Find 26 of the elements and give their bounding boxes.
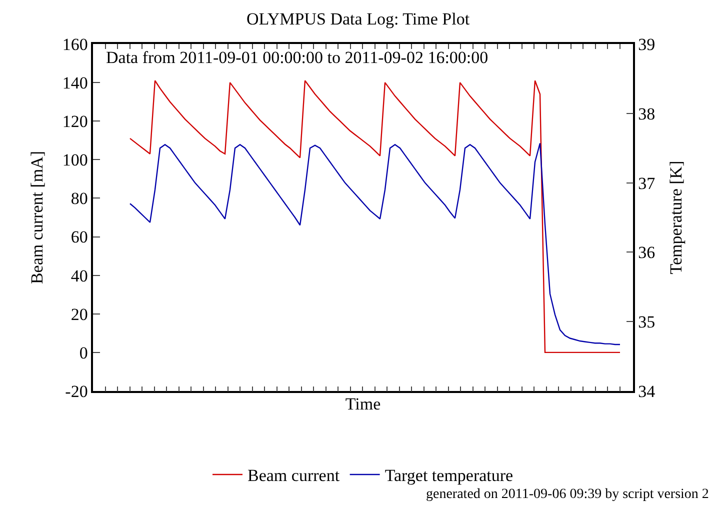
y-tick-label: -20 — [65, 382, 88, 401]
annotation: Data from 2011-09-01 00:00:00 to 2011-09-02 16:00:00 — [106, 48, 488, 67]
y-tick-label: 40 — [70, 266, 88, 286]
y2-tick-label: 36 — [638, 243, 656, 262]
y2-tick-label: 35 — [638, 312, 656, 332]
line-series — [129, 80, 621, 354]
x-axis-title: Time — [345, 394, 381, 414]
y-tick-label: 160 — [62, 34, 88, 54]
chart-title: OLYMPUS Data Log: Time Plot — [246, 10, 470, 29]
line-series — [129, 142, 621, 346]
y2-tick-label: 38 — [638, 104, 656, 124]
y2-tick-label: 39 — [638, 34, 656, 54]
y-tick-label: 100 — [62, 150, 88, 170]
y-tick-label: 80 — [70, 189, 88, 208]
text: generated on 2011-09-06 09:39 by script version 2 — [426, 487, 709, 502]
legend-label: Target temperature — [384, 466, 514, 486]
y2-axis-title: Temperature [K] — [666, 160, 686, 274]
y-axis-title: Beam current [mA] — [27, 150, 46, 284]
y2-tick-label: 37 — [638, 174, 656, 193]
y2-tick-label: 34 — [638, 382, 656, 401]
y-tick-label: 0 — [79, 343, 88, 362]
legend-label: Beam current — [248, 466, 340, 486]
y-tick-label: 20 — [70, 304, 88, 324]
y-tick-label: 120 — [62, 112, 88, 132]
y-tick-label: 140 — [62, 74, 88, 93]
y-tick-label: 60 — [70, 228, 88, 247]
